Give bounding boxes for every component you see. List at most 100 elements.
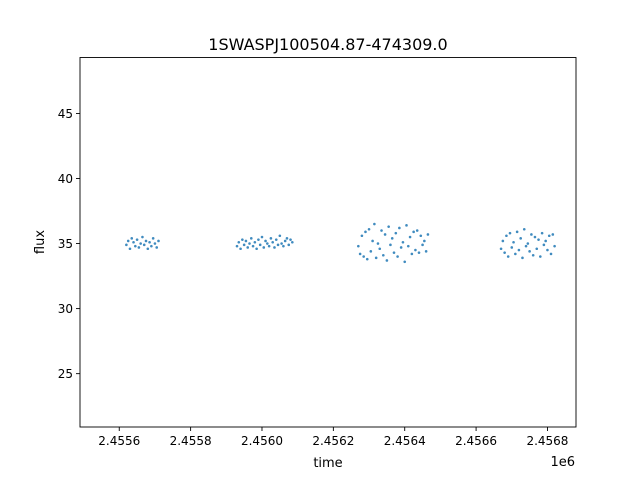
data-point bbox=[382, 253, 385, 257]
data-point bbox=[401, 240, 405, 244]
data-point bbox=[244, 239, 248, 243]
data-point bbox=[408, 235, 412, 239]
x-tick-label: 2.4560 bbox=[241, 434, 283, 448]
data-point bbox=[417, 251, 421, 254]
data-point bbox=[403, 260, 407, 264]
data-point bbox=[374, 256, 378, 260]
y-tick-label: 25 bbox=[58, 367, 73, 381]
data-point bbox=[515, 230, 519, 234]
data-point bbox=[551, 233, 555, 236]
data-point bbox=[510, 246, 514, 249]
data-point bbox=[146, 247, 150, 251]
data-point bbox=[357, 244, 360, 248]
data-point bbox=[396, 255, 399, 258]
data-point bbox=[508, 231, 512, 235]
data-point bbox=[531, 253, 535, 257]
data-point bbox=[389, 243, 392, 247]
data-point bbox=[128, 247, 132, 251]
data-point bbox=[412, 230, 415, 234]
data-point bbox=[512, 240, 515, 244]
data-point bbox=[537, 238, 540, 241]
data-point bbox=[134, 244, 137, 248]
data-point bbox=[130, 237, 134, 240]
data-point bbox=[155, 246, 159, 249]
x-axis-label: time bbox=[313, 456, 342, 471]
data-point bbox=[150, 244, 153, 248]
data-point bbox=[364, 230, 367, 234]
data-point bbox=[369, 250, 373, 253]
data-point bbox=[383, 233, 387, 236]
data-point bbox=[549, 252, 553, 256]
data-point bbox=[378, 247, 382, 251]
data-point bbox=[260, 235, 264, 239]
data-point bbox=[365, 257, 369, 261]
y-tick-label: 35 bbox=[58, 237, 73, 251]
data-point bbox=[506, 255, 510, 258]
data-point bbox=[385, 259, 389, 262]
data-point bbox=[274, 238, 278, 241]
data-point bbox=[503, 251, 506, 254]
data-point bbox=[135, 238, 139, 241]
data-point bbox=[530, 233, 533, 236]
data-point bbox=[394, 231, 398, 235]
data-point bbox=[398, 226, 401, 230]
data-point bbox=[406, 244, 410, 248]
data-point bbox=[415, 229, 419, 232]
data-point bbox=[424, 250, 428, 253]
x-axis-offset-label: 1e6 bbox=[550, 455, 575, 470]
data-point bbox=[405, 224, 408, 227]
data-point bbox=[526, 242, 530, 245]
data-point bbox=[414, 248, 417, 252]
data-point bbox=[373, 222, 376, 226]
data-point bbox=[258, 243, 262, 247]
y-axis: 25 30 35 40 45 bbox=[58, 107, 80, 381]
data-point bbox=[235, 244, 239, 248]
y-tick-label: 45 bbox=[58, 107, 73, 121]
data-point bbox=[139, 242, 142, 245]
data-point bbox=[269, 237, 273, 240]
data-point bbox=[542, 243, 546, 247]
data-point bbox=[291, 240, 294, 244]
data-point bbox=[524, 244, 528, 248]
data-point bbox=[553, 244, 556, 248]
data-point bbox=[421, 243, 424, 247]
data-point bbox=[533, 235, 537, 239]
y-tick-label: 30 bbox=[58, 302, 73, 316]
data-point bbox=[285, 237, 289, 240]
data-point bbox=[358, 252, 362, 256]
data-point bbox=[255, 247, 258, 251]
data-point bbox=[283, 239, 287, 243]
data-point bbox=[126, 239, 130, 243]
data-point bbox=[262, 246, 266, 249]
data-point bbox=[257, 238, 260, 241]
data-point bbox=[125, 243, 128, 247]
data-point bbox=[546, 248, 549, 252]
data-point bbox=[544, 239, 547, 243]
data-point bbox=[419, 234, 423, 238]
data-point bbox=[249, 237, 253, 240]
x-tick-label: 2.4568 bbox=[526, 434, 568, 448]
scatter-points bbox=[125, 222, 556, 264]
data-point bbox=[392, 251, 396, 254]
data-point bbox=[137, 246, 141, 249]
data-point bbox=[144, 239, 148, 243]
x-tick-label: 2.4566 bbox=[455, 434, 497, 448]
data-point bbox=[380, 229, 383, 232]
data-point bbox=[547, 234, 551, 238]
data-point bbox=[360, 234, 364, 238]
data-point bbox=[237, 240, 241, 244]
x-tick-label: 2.4558 bbox=[170, 434, 212, 448]
data-point bbox=[157, 239, 160, 243]
data-point bbox=[251, 244, 255, 248]
x-tick-label: 2.4562 bbox=[312, 434, 354, 448]
data-point bbox=[540, 231, 544, 235]
data-point bbox=[248, 242, 251, 245]
data-point bbox=[253, 240, 257, 244]
data-point bbox=[535, 247, 539, 251]
data-point bbox=[287, 243, 291, 247]
data-point bbox=[390, 237, 394, 240]
data-point bbox=[289, 238, 292, 241]
data-point bbox=[399, 246, 403, 249]
